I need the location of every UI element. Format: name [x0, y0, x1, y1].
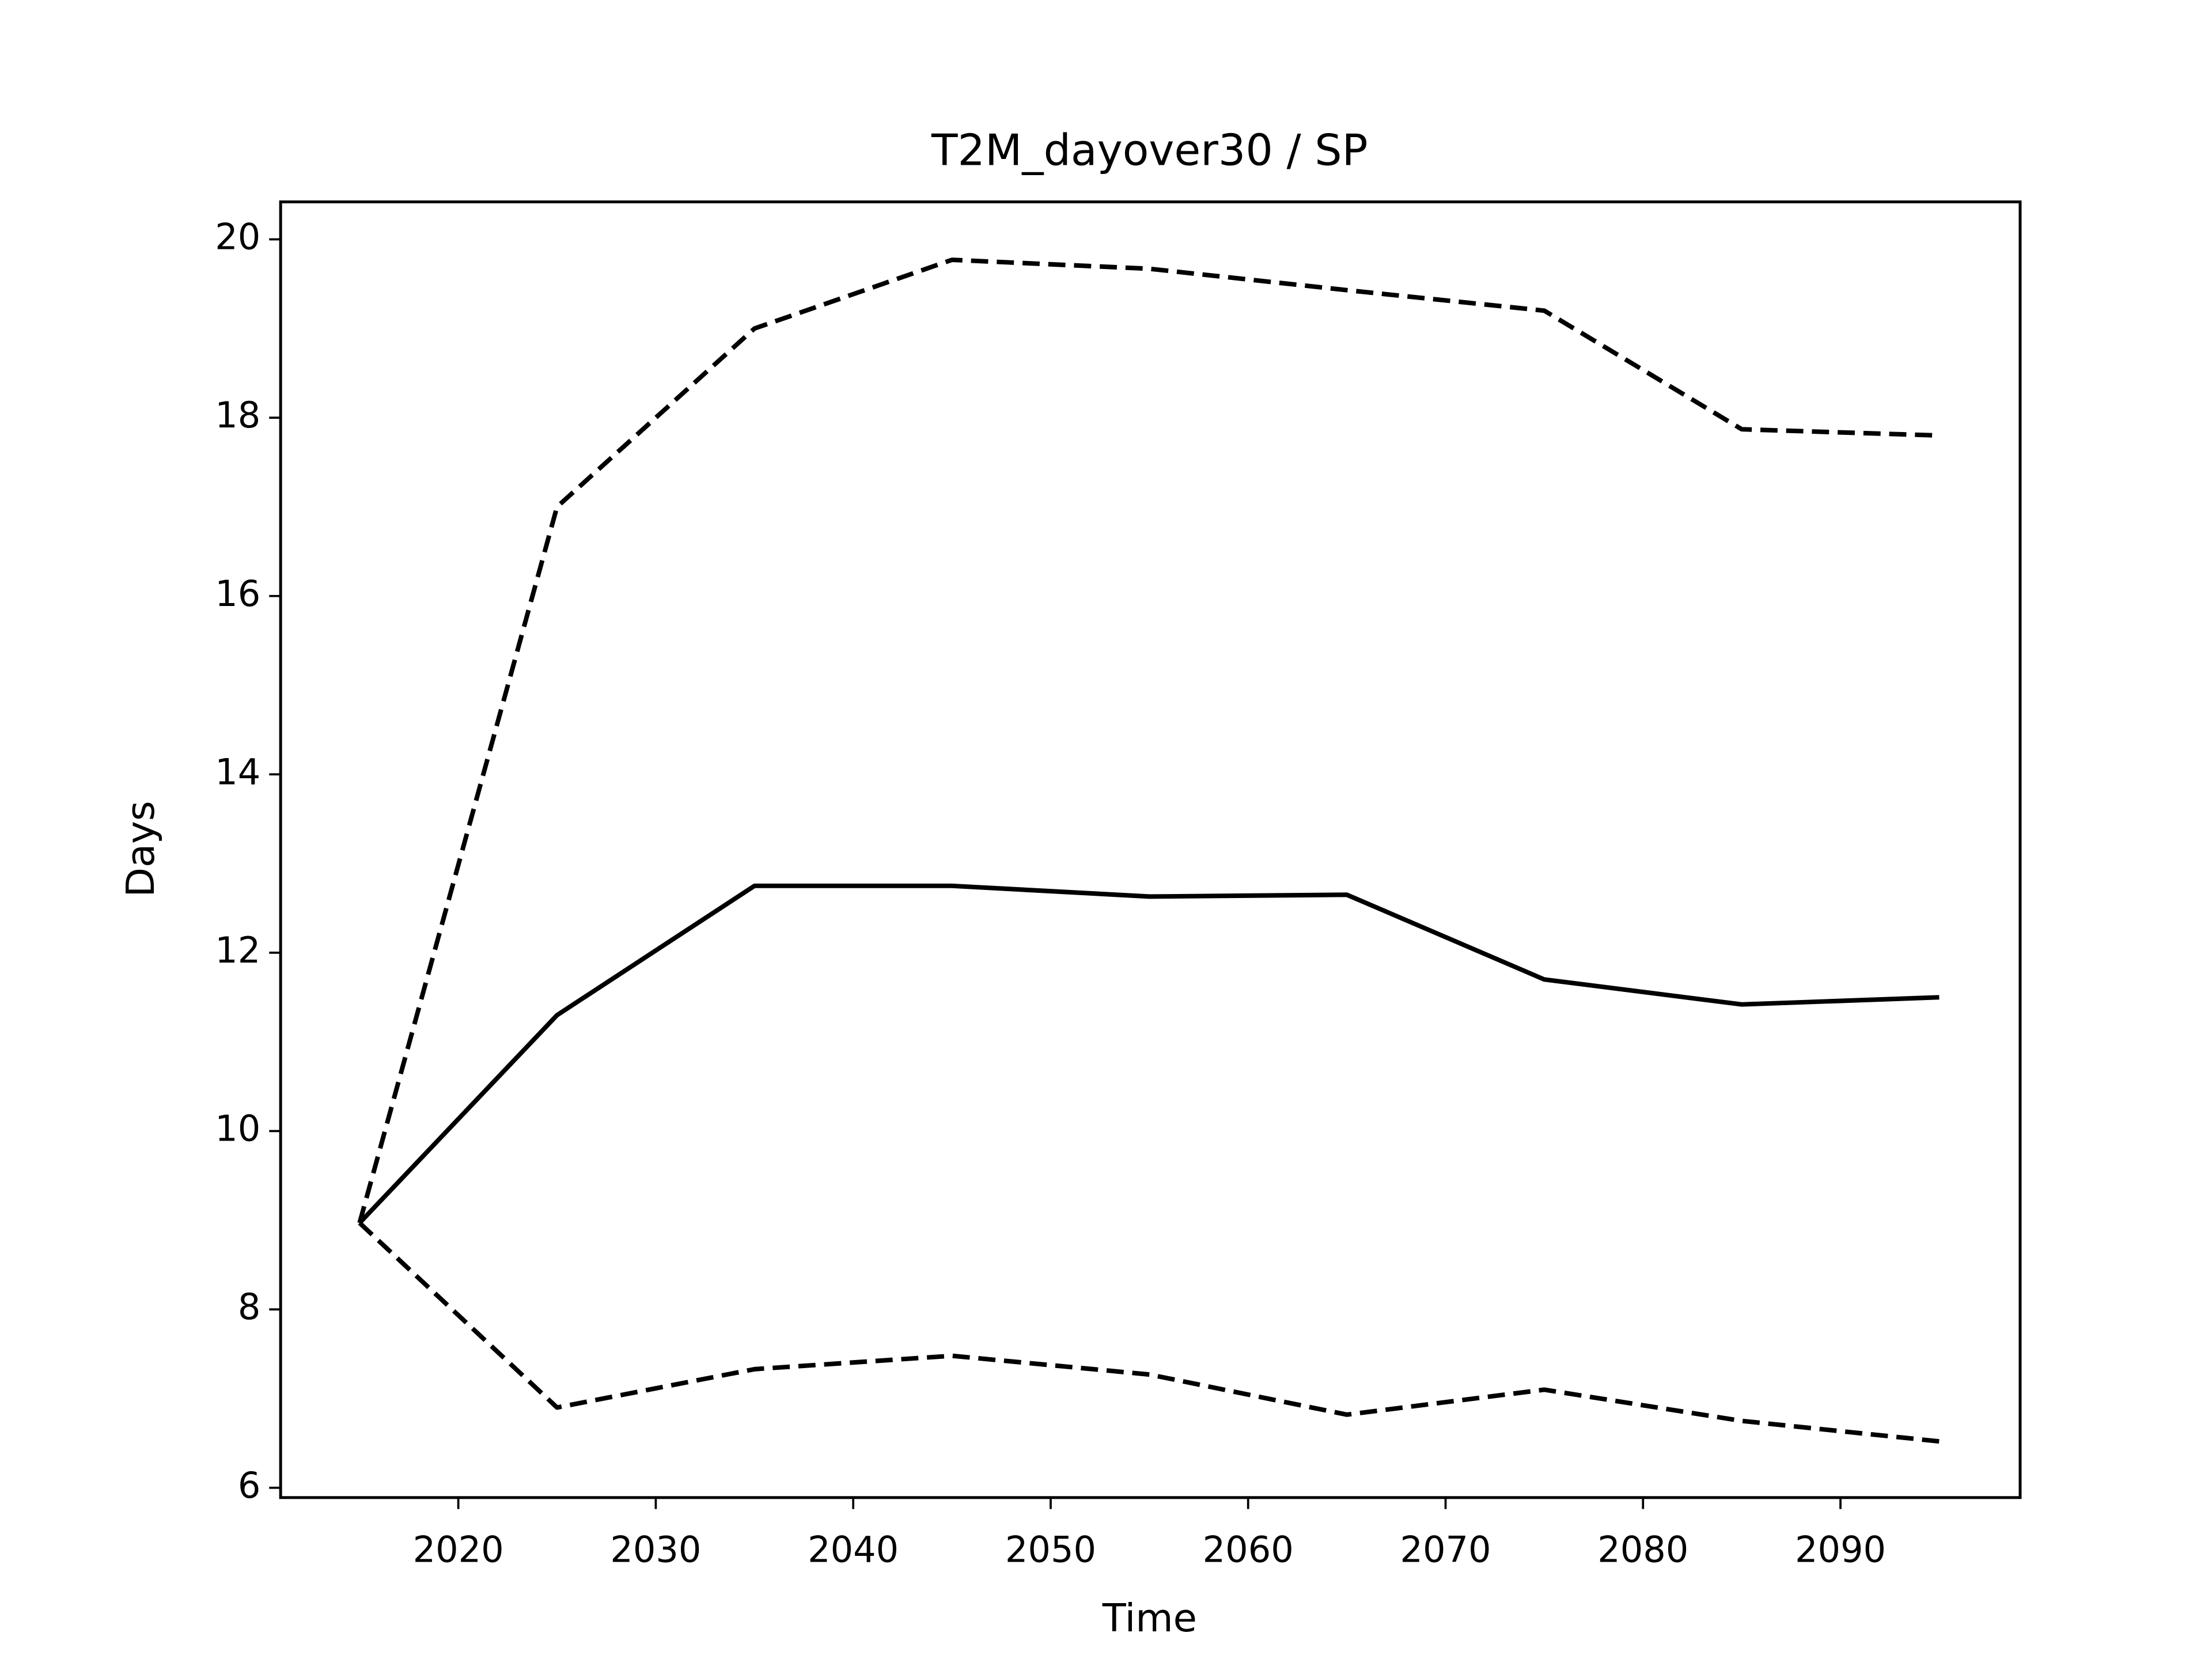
y-tick-label: 8 — [238, 1286, 261, 1328]
x-tick-label: 2040 — [808, 1528, 899, 1570]
y-tick-label: 14 — [215, 751, 260, 793]
y-tick-label: 16 — [215, 573, 260, 615]
y-tick-label: 18 — [215, 394, 260, 436]
y-tick-label: 6 — [238, 1464, 261, 1506]
plot-frame — [279, 200, 2022, 1499]
chart-title: T2M_dayover30 / SP — [931, 125, 1368, 175]
x-tick-label: 2080 — [1597, 1528, 1688, 1570]
series-line — [357, 257, 1940, 1224]
x-tick-label: 2020 — [413, 1528, 504, 1570]
y-tick-label: 12 — [215, 929, 260, 971]
y-axis-label: Days — [118, 801, 163, 897]
y-tick-label: 20 — [215, 216, 260, 258]
x-tick-label: 2060 — [1203, 1528, 1294, 1570]
y-tick-label: 10 — [215, 1108, 260, 1150]
x-tick-label: 2090 — [1795, 1528, 1886, 1570]
series-line — [358, 883, 1940, 1225]
x-axis-label: Time — [1102, 1596, 1197, 1641]
x-tick-label: 2050 — [1005, 1528, 1096, 1570]
x-tick-label: 2070 — [1400, 1528, 1491, 1570]
x-tick-label: 2030 — [610, 1528, 701, 1570]
series-line — [358, 1221, 1940, 1444]
